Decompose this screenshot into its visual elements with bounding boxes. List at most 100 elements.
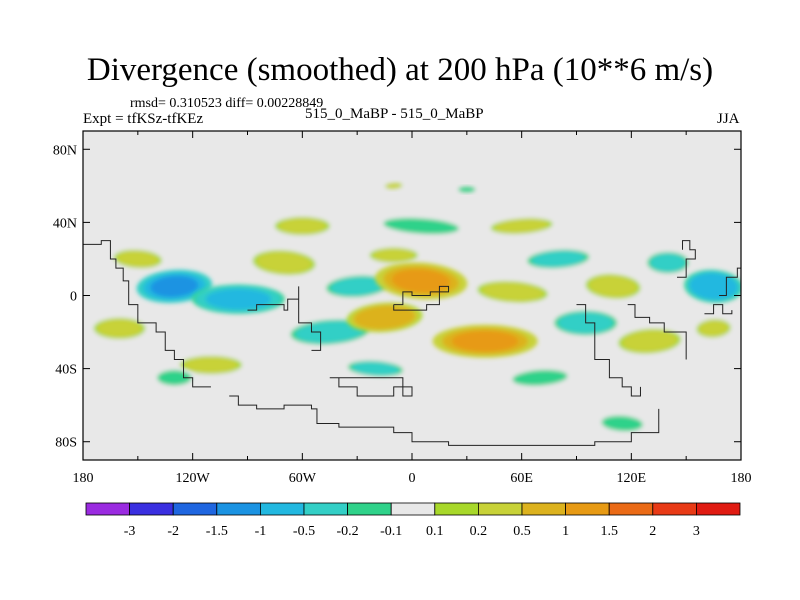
field-contour xyxy=(99,320,140,337)
colorbar-box xyxy=(390,502,436,516)
colorbar-label: 1 xyxy=(562,524,569,539)
field-contour xyxy=(333,278,381,295)
field-blob xyxy=(153,368,196,387)
field-contour xyxy=(187,358,235,372)
colorbar-box xyxy=(347,502,392,516)
x-tick-label: 0 xyxy=(409,471,416,486)
colorbar-box xyxy=(434,502,479,516)
field-contour xyxy=(161,371,188,384)
field-contour xyxy=(303,323,357,341)
y-tick-label: 0 xyxy=(70,290,77,305)
field-blob xyxy=(108,247,168,271)
field-blob xyxy=(456,185,478,194)
field-contour xyxy=(354,362,397,375)
y-tick-label: 80S xyxy=(55,436,77,451)
colorbar-label: -2 xyxy=(167,524,179,539)
field-contour xyxy=(387,183,401,189)
colorbar-label: -0.1 xyxy=(380,524,402,539)
coastline xyxy=(704,304,733,315)
colorbar-label: -1 xyxy=(255,524,267,539)
colorbar-label: -0.2 xyxy=(337,524,359,539)
field-blob xyxy=(642,249,694,276)
field-contour xyxy=(594,278,632,295)
colorbar-box xyxy=(652,502,697,516)
field-blob xyxy=(374,262,468,300)
x-tick-label: 60E xyxy=(510,471,533,486)
x-tick-label: 120W xyxy=(176,471,211,486)
y-tick-label: 40N xyxy=(53,216,77,231)
field-blob xyxy=(250,249,318,276)
field-contour xyxy=(375,249,413,262)
field-blob xyxy=(616,328,684,355)
colorbar-box xyxy=(565,502,610,516)
coastline xyxy=(229,395,660,446)
field-blob xyxy=(364,246,424,265)
field-blob xyxy=(597,414,648,433)
field-contour xyxy=(651,254,684,271)
colorbar-label: 0.2 xyxy=(470,524,488,539)
field-blob xyxy=(319,273,395,300)
stats-text: rmsd= 0.310523 diff= 0.00228849 xyxy=(130,96,324,111)
coastline xyxy=(247,286,322,351)
field-blob xyxy=(375,216,468,236)
field-contour xyxy=(360,308,409,327)
colorbar-box xyxy=(303,502,348,516)
field-blob xyxy=(483,216,560,236)
colorbar-label: -0.5 xyxy=(293,524,315,539)
field-blob xyxy=(192,284,285,314)
comparison-label: 515_0_MaBP - 515_0_MaBP xyxy=(305,106,484,122)
field-contour xyxy=(281,219,324,233)
chart-title: Divergence (smoothed) at 200 hPa (10**6 … xyxy=(86,52,714,88)
colorbar-box xyxy=(172,502,218,516)
coastline-layer xyxy=(83,240,741,446)
coastline xyxy=(576,304,641,397)
colorbar-box xyxy=(216,502,261,516)
field-contour xyxy=(628,333,671,350)
colorbar-box xyxy=(696,502,741,516)
colorbar-label: 1.5 xyxy=(600,524,618,539)
coastline xyxy=(393,285,450,311)
field-contour xyxy=(150,275,199,297)
field-blob xyxy=(692,317,735,340)
coastline xyxy=(83,240,211,388)
field-blob xyxy=(346,302,423,333)
y-tick-label: 80N xyxy=(53,143,77,158)
field-blob xyxy=(173,353,249,376)
colorbar-label: 2 xyxy=(649,524,656,539)
coastline xyxy=(677,240,696,278)
colorbar-box xyxy=(608,502,654,516)
y-tick-label: 40S xyxy=(55,363,77,378)
field-contour xyxy=(392,269,451,293)
field-blob xyxy=(383,182,405,190)
colorbar-box xyxy=(85,502,130,516)
field-blob xyxy=(520,247,596,271)
field-contour xyxy=(695,275,733,297)
coastline xyxy=(627,304,687,360)
x-tick-label: 180 xyxy=(731,471,752,486)
field-contour xyxy=(700,321,727,336)
field-blob xyxy=(583,273,643,300)
field-contour xyxy=(119,251,157,266)
field-blob xyxy=(684,269,741,303)
field-blob xyxy=(287,318,372,346)
field-contour xyxy=(606,417,639,430)
colorbar: -3 -2 -1.5 -1 -0.5 -0.2 -0.1 0.1 0.2 0.5 1 1.5 2 3 xyxy=(85,502,741,539)
colorbar-label: 0.5 xyxy=(513,524,531,539)
field-blob xyxy=(506,368,574,388)
colorbar-box xyxy=(259,502,305,516)
field-contour xyxy=(488,284,537,299)
field-contour xyxy=(392,219,451,233)
field-contour xyxy=(262,254,306,271)
experiment-label: Expt = tfKSz-tfKEz xyxy=(83,111,204,127)
field-contour xyxy=(451,330,519,352)
colorbar-label: 0.1 xyxy=(426,524,444,539)
coastline xyxy=(329,377,413,397)
y-axis: 80N 40N 0 40S 80S xyxy=(53,143,741,451)
colorbar-box xyxy=(477,502,523,516)
x-tick-label: 60W xyxy=(289,471,317,486)
colorbar-label: -3 xyxy=(124,524,136,539)
x-tick-label: 180 xyxy=(73,471,94,486)
season-label: JJA xyxy=(717,111,740,127)
colorbar-label: 3 xyxy=(693,524,700,539)
